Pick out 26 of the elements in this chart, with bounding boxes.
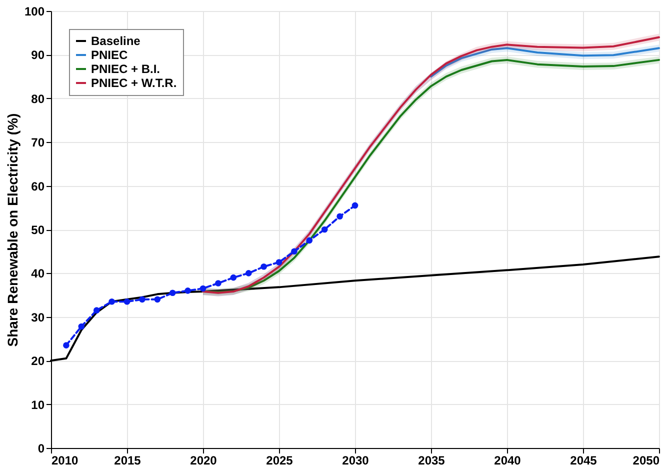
y-tick-label: 0 — [38, 442, 45, 456]
y-tick-label: 90 — [31, 48, 45, 62]
y-tick-label: 30 — [31, 310, 45, 324]
legend-label: Baseline — [91, 34, 141, 48]
x-tick-label: 2025 — [266, 454, 294, 468]
x-tick-label: 2045 — [570, 454, 598, 468]
legend-label: PNIEC + W.T.R. — [91, 76, 177, 90]
y-tick-label: 50 — [31, 223, 45, 237]
x-tick-label: 2050 — [632, 454, 660, 468]
y-tick-label: 10 — [31, 398, 45, 412]
y-tick-label: 40 — [31, 266, 45, 281]
x-tick-label: 2035 — [418, 454, 446, 468]
legend-label: PNIEC — [91, 48, 128, 62]
y-tick-label: 70 — [31, 136, 45, 150]
y-tick-label: 100 — [24, 4, 45, 18]
line-series — [430, 47, 660, 78]
x-tick-label: 2010 — [52, 454, 79, 468]
y-tick-label: 60 — [31, 179, 45, 194]
y-tick-label: 80 — [31, 92, 45, 106]
x-tick-label: 2015 — [114, 454, 142, 468]
x-tick-label: 2020 — [190, 454, 218, 468]
x-tick-label: 2040 — [494, 454, 522, 468]
x-tick-label: 2030 — [342, 454, 370, 468]
legend-label: PNIEC + B.I. — [91, 62, 160, 76]
y-axis-title: Share Renewable on Electricity (%) — [4, 113, 20, 347]
y-tick-label: 20 — [31, 354, 45, 368]
